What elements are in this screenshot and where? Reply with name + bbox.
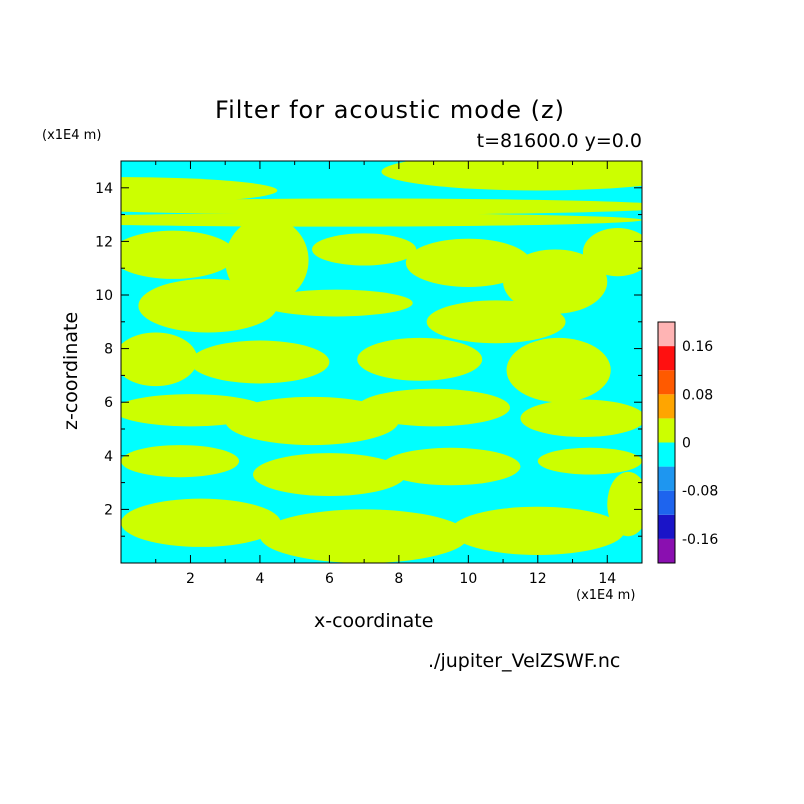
source-file-label: ./jupiter_VelZSWF.nc: [428, 650, 621, 672]
contour-patch-18: [225, 396, 399, 446]
contour-field: [121, 161, 642, 563]
contour-patch-5: [225, 217, 309, 304]
contour-patch-11: [259, 289, 413, 317]
x-tick-label: 8: [394, 571, 403, 587]
x-tick-label: 2: [186, 571, 195, 587]
axes: 2 4 6 8 10 12 14 2 4 6 8 10 12 14: [95, 161, 642, 587]
colorbar-swatch: [658, 490, 675, 515]
contour-patch-10: [138, 278, 278, 333]
y-tick-label: 12: [95, 234, 113, 250]
y-tick-label: 10: [95, 288, 113, 304]
contour-patch-1: [381, 161, 642, 191]
x-tick-label: 4: [255, 571, 264, 587]
x-axis-label: x-coordinate: [314, 610, 434, 632]
contour-patch-12: [426, 300, 566, 344]
contour-patch-23: [381, 447, 521, 486]
contour-patch-3: [121, 213, 642, 227]
contour-patch-14: [190, 340, 330, 384]
y-tick-label: 6: [104, 395, 113, 411]
x-tick-label: 12: [529, 571, 547, 587]
colorbar-swatch: [658, 370, 675, 395]
y-unit-label: (x1E4 m): [42, 128, 102, 143]
y-tick-label: 2: [104, 502, 113, 518]
time-label: t=81600.0 y=0.0: [476, 130, 642, 152]
x-tick-label: 14: [598, 571, 616, 587]
contour-patch-20: [520, 399, 642, 438]
colorbar: 0.16 0.08 0 -0.08 -0.16: [657, 321, 718, 564]
contour-patch-0: [121, 177, 278, 204]
colorbar-swatch: [658, 514, 675, 539]
colorbar-swatch: [658, 538, 675, 563]
colorbar-tick-label: 0: [682, 436, 691, 452]
colorbar-swatch: [658, 394, 675, 419]
colorbar-tick-label: 0.16: [682, 339, 713, 355]
contour-patch-21: [121, 445, 240, 478]
contour-patch-22: [252, 453, 406, 496]
x-unit-label: (x1E4 m): [576, 588, 636, 603]
plot-frame: [120, 160, 643, 564]
chart-title: Filter for acoustic mode (z): [215, 96, 565, 124]
y-tick-label: 14: [95, 181, 113, 197]
contour-patch-2: [121, 198, 642, 215]
x-tick-label: 6: [325, 571, 334, 587]
contour-patch-7: [405, 238, 531, 287]
colorbar-swatch: [658, 346, 675, 371]
y-tick-label: 8: [104, 342, 113, 358]
contour-patch-25: [121, 498, 281, 547]
contour-patch-16: [506, 337, 611, 403]
contour-patch-15: [357, 337, 483, 381]
colorbar-swatch: [658, 322, 675, 347]
colorbar-swatch: [658, 466, 675, 491]
y-axis-label: z-coordinate: [60, 311, 82, 430]
x-tick-label: 10: [459, 571, 477, 587]
contour-patch-24: [537, 447, 642, 475]
colorbar-tick-label: -0.16: [682, 532, 718, 548]
contour-patch-6: [312, 233, 417, 266]
contour-patch-8: [503, 249, 608, 314]
y-tick-label: 4: [104, 449, 113, 465]
contour-patch-19: [357, 388, 511, 427]
contour-patch-13: [121, 332, 198, 387]
colorbar-swatch: [658, 418, 675, 443]
colorbar-tick-label: -0.08: [682, 484, 718, 500]
contour-patch-28: [607, 471, 642, 537]
contour-patch-4: [121, 230, 236, 279]
colorbar-tick-label: 0.08: [682, 387, 713, 403]
contour-patch-9: [582, 228, 642, 277]
colorbar-swatch: [658, 442, 675, 467]
contour-patch-27: [450, 506, 625, 555]
contour-patch-26: [259, 509, 469, 563]
colorbar-frame: [657, 321, 676, 564]
